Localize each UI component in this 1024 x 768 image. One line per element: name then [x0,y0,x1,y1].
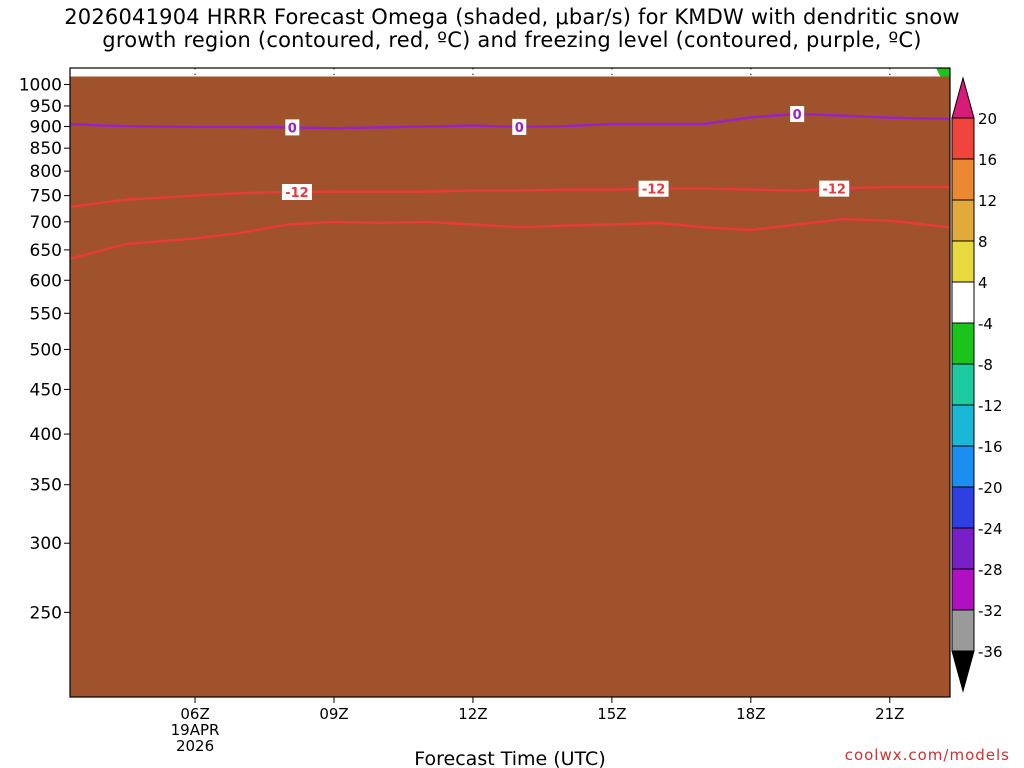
colorbar-swatch-8 [951,404,975,447]
colorbar-label-minus8: -8 [978,356,993,374]
colorbar-label-minus4: -4 [978,315,993,333]
x-tick-label-09Z: 09Z [319,705,348,723]
contour-label-bg-dgz-lower-2 [638,180,669,197]
colorbar-swatch-2 [951,158,975,201]
colorbar-swatch-10 [951,486,975,529]
contour-label-bg-dgz-lower-3 [819,180,850,197]
y-tick-label-550: 550 [30,304,62,324]
y-tick-label-500: 500 [30,340,62,360]
colorbar-label-minus12: -12 [978,397,1003,415]
colorbar-swatch-6 [951,322,975,365]
y-tick-label-400: 400 [30,425,62,445]
colorbar-label-20: 20 [978,110,997,128]
x-tick-label-15Z: 15Z [597,705,626,723]
x-axis-title: Forecast Time (UTC) [414,748,605,768]
colorbar-label-minus32: -32 [978,602,1003,620]
colorbar-label-minus20: -20 [978,479,1003,497]
x-tick-label-06Z: 06Z [180,705,209,723]
contour-label-freezing-level-1: 0 [288,121,297,136]
colorbar-label-minus36: -36 [978,643,1003,661]
colorbar-label-12: 12 [978,192,997,210]
y-tick-label-900: 900 [30,117,62,137]
contour-line-freezing-level [70,112,950,130]
contour-label-bg-freezing-level-1 [285,119,300,136]
colorbar-swatch-1 [951,117,975,160]
y-tick-label-350: 350 [30,476,62,496]
colorbar-swatch-7 [951,363,975,406]
y-tick-label-750: 750 [30,187,62,207]
contour-label-bg-freezing-level-2 [512,118,527,135]
y-tick-label-850: 850 [30,139,62,159]
colorbar-swatch-below [951,650,975,693]
chart-title: 2026041904 HRRR Forecast Omega (shaded, … [0,6,1024,52]
y-tick-label-450: 450 [30,380,62,400]
chart-title-line-1: 2026041904 HRRR Forecast Omega (shaded, … [64,5,960,29]
contour-label-freezing-level-2: 0 [515,121,524,136]
y-tick-label-250: 250 [30,603,62,623]
y-tick-label-600: 600 [30,271,62,291]
colorbar-swatch-3 [951,199,975,242]
colorbar-label-minus24: -24 [978,520,1003,538]
colorbar-swatch-9 [951,445,975,488]
y-tick-label-650: 650 [30,241,62,261]
contour-dgz-upper [70,217,950,260]
contour-label-dgz-lower-3: -12 [822,183,846,198]
contour-label-dgz-lower-2: -12 [642,183,666,198]
contour-line-dgz-upper [70,217,950,260]
colorbar-swatch-12 [951,568,975,611]
contour-line-dgz-lower [70,185,950,209]
colorbar-swatch-above [951,76,975,119]
x-tick-label-21Z: 21Z [875,705,904,723]
colorbar-label-minus28: -28 [978,561,1003,579]
credit-link[interactable]: coolwx.com/models [844,746,1010,764]
colorbar-swatch-11 [951,527,975,570]
plot-frame [69,67,951,698]
y-tick-label-950: 950 [30,97,62,117]
contour-label-freezing-level-3: 0 [793,108,802,123]
contour-label-bg-freezing-level-3 [790,106,805,123]
chart-title-line-2: growth region (contoured, red, ºC) and f… [102,28,922,52]
colorbar: 20 16 12 8 4 -4 -8 -12 -16 -20 -24 -28 -32 -36 [951,76,1003,693]
y-tick-label-300: 300 [30,534,62,554]
colorbar-swatch-13 [951,609,975,652]
colorbar-label-minus16: -16 [978,438,1003,456]
colorbar-swatch-5 [951,281,975,324]
y-tick-label-800: 800 [30,162,62,182]
y-tick-label-1000: 1000 [19,76,62,96]
colorbar-label-16: 16 [978,151,997,169]
x-tick-year-06Z: 2026 [176,737,214,755]
x-tick-label-18Z: 18Z [736,705,765,723]
contour-dgz-lower: -12 -12 -12 [70,180,950,209]
x-tick-label-12Z: 12Z [458,705,487,723]
contour-label-dgz-lower-1: -12 [285,186,309,201]
contour-freezing-level: 0 0 0 [70,106,950,136]
y-tick-label-700: 700 [30,213,62,233]
colorbar-label-8: 8 [978,233,988,251]
surface-ground [70,76,950,698]
x-tick-date-06Z: 19APR [171,721,220,739]
contour-label-bg-dgz-lower-1 [281,184,312,201]
colorbar-swatch-4 [951,240,975,283]
colorbar-label-4: 4 [978,274,988,292]
